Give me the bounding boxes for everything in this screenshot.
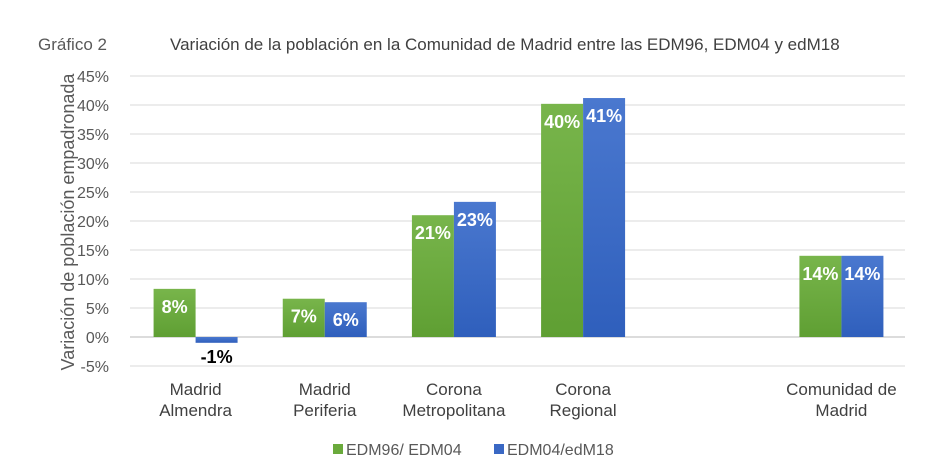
data-label: 41% [586,106,622,126]
x-tick-label: Comunidad de [786,380,897,399]
bar-edm96-edm04 [282,298,325,337]
x-tick-label: Madrid [815,401,867,420]
legend-swatch [494,444,504,454]
bar-edm04-edm18 [841,255,884,337]
legend-label: EDM96/ EDM04 [346,442,462,459]
y-axis-label: Variación de población empadronada [58,73,78,371]
data-label: 14% [802,264,838,284]
x-tick-label: Madrid [170,380,222,399]
chart-title: Variación de la población en la Comunida… [170,35,840,54]
bar-edm96-edm04 [411,215,454,337]
x-tick-label: Almendra [159,401,232,420]
y-tick-label: 30% [77,156,109,173]
figure-label: Gráfico 2 [38,35,107,54]
data-label: -1% [201,347,233,367]
y-tick-label: -5% [81,359,109,376]
bar-edm04-edm18 [453,201,496,337]
data-label: 40% [544,112,580,132]
y-tick-label: 10% [77,272,109,289]
bar-edm04-edm18 [583,98,626,337]
legend-swatch [333,444,343,454]
y-tick-label: 20% [77,214,109,231]
bar-edm04-edm18 [195,337,238,343]
y-tick-label: 45% [77,69,109,86]
x-tick-label: Corona [555,380,611,399]
data-label: 6% [333,310,359,330]
x-tick-label: Madrid [299,380,351,399]
y-tick-label: 5% [86,301,109,318]
x-tick-label: Regional [550,401,617,420]
y-tick-label: 15% [77,243,109,260]
y-tick-label: 40% [77,98,109,115]
bar-edm04-edm18 [324,302,367,337]
data-label: 7% [291,307,317,327]
data-label: 8% [162,297,188,317]
y-tick-label: 35% [77,127,109,144]
data-label: 23% [457,210,493,230]
data-label: 21% [415,223,451,243]
x-tick-label: Corona [426,380,482,399]
x-tick-label: Periferia [293,401,357,420]
y-tick-label: 0% [86,330,109,347]
bar-edm96-edm04 [541,103,584,337]
x-tick-label: Metropolitana [402,401,506,420]
bar-edm96-edm04 [799,255,842,337]
data-label: 14% [844,264,880,284]
legend-label: EDM04/edM18 [507,442,614,459]
bar-edm96-edm04 [153,288,196,337]
y-tick-label: 25% [77,185,109,202]
